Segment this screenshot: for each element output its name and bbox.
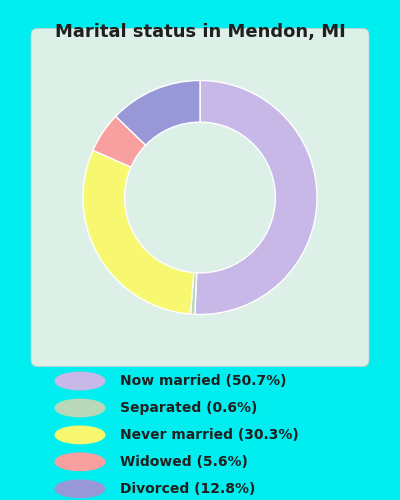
FancyBboxPatch shape: [31, 28, 369, 366]
Circle shape: [55, 453, 105, 470]
Circle shape: [55, 372, 105, 390]
Text: Widowed (5.6%): Widowed (5.6%): [120, 455, 248, 469]
Text: Divorced (12.8%): Divorced (12.8%): [120, 482, 255, 496]
Text: Separated (0.6%): Separated (0.6%): [120, 401, 257, 415]
Circle shape: [55, 400, 105, 416]
Wedge shape: [116, 80, 200, 145]
Text: Now married (50.7%): Now married (50.7%): [120, 374, 286, 388]
Text: Marital status in Mendon, MI: Marital status in Mendon, MI: [55, 22, 345, 40]
Wedge shape: [195, 80, 317, 314]
Wedge shape: [93, 116, 146, 167]
Circle shape: [55, 426, 105, 444]
Circle shape: [55, 480, 105, 498]
Wedge shape: [83, 150, 194, 314]
Wedge shape: [190, 272, 197, 314]
Text: Never married (30.3%): Never married (30.3%): [120, 428, 299, 442]
